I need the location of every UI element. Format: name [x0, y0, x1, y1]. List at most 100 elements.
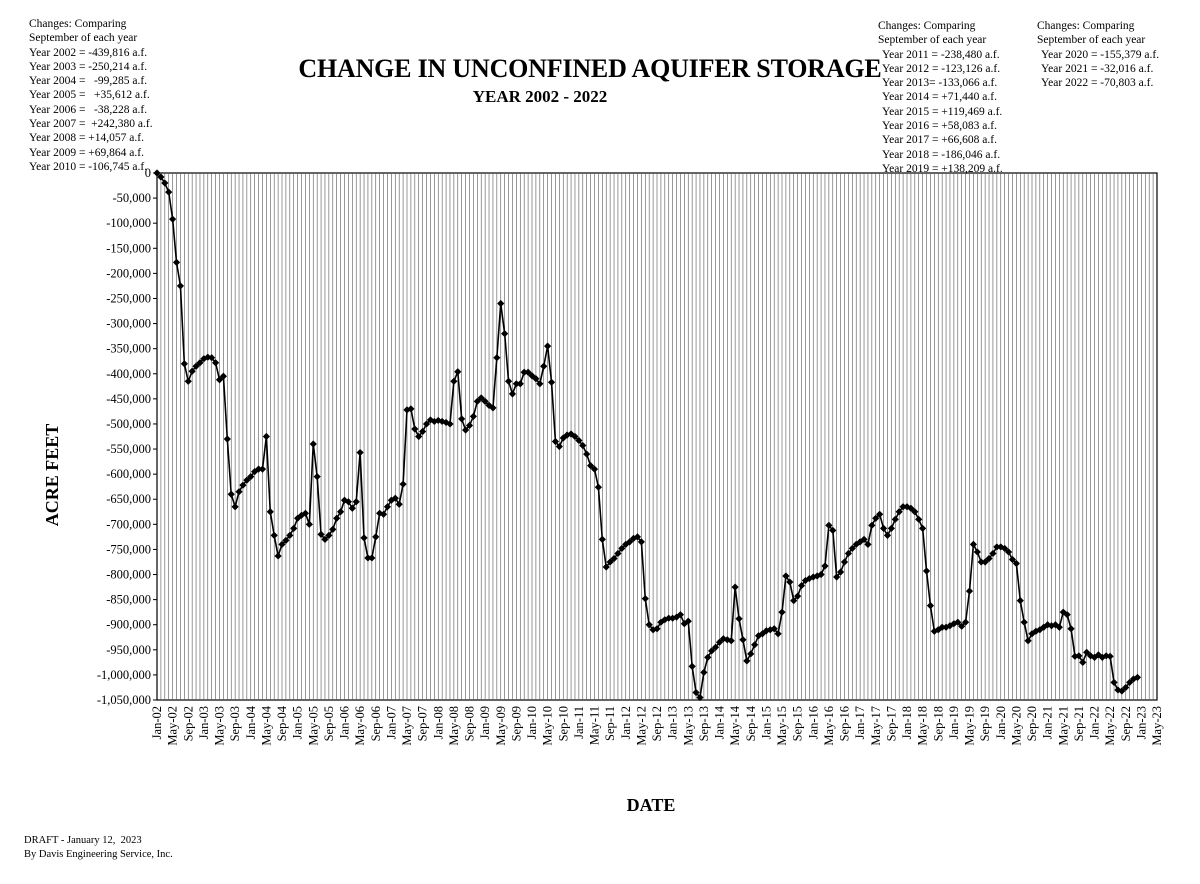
data-point	[1129, 675, 1138, 683]
data-point	[176, 282, 185, 290]
data-point	[1063, 611, 1071, 619]
x-tick-label: Sep-12	[650, 706, 664, 741]
data-point	[637, 538, 645, 546]
x-tick-label: Jan-11	[572, 706, 586, 739]
data-point	[856, 538, 864, 546]
notes-line: Year 2017 = +66,608 a.f.	[882, 134, 997, 147]
y-tick-label: -550,000	[106, 442, 151, 456]
x-tick-label: Sep-06	[369, 706, 383, 741]
chart-subtitle: YEAR 2002 - 2022	[472, 87, 608, 106]
data-point	[305, 520, 313, 528]
data-point	[958, 622, 966, 630]
data-point	[590, 465, 599, 473]
series-layer	[153, 169, 1142, 702]
x-tick-label: May-18	[916, 706, 930, 746]
y-tick-label: -250,000	[106, 291, 151, 305]
data-point	[610, 554, 618, 563]
data-point	[504, 377, 513, 385]
data-point	[1110, 678, 1118, 687]
data-point	[450, 377, 458, 385]
data-point	[1059, 608, 1067, 616]
data-point	[501, 330, 509, 338]
data-point	[1047, 622, 1056, 630]
data-point	[208, 354, 216, 362]
draft-date: DRAFT - January 12, 2023	[24, 835, 142, 846]
data-point	[1114, 686, 1122, 694]
data-point	[887, 524, 895, 532]
data-point	[274, 552, 282, 560]
data-point	[641, 595, 649, 603]
x-tick-label: May-10	[541, 706, 555, 746]
data-point	[415, 432, 423, 441]
x-tick-label: Jan-19	[947, 706, 961, 739]
data-point	[836, 568, 845, 576]
x-tick-label: May-19	[963, 706, 977, 746]
x-tick-label: Jan-21	[1041, 706, 1055, 739]
data-point	[973, 548, 981, 556]
data-point	[731, 583, 739, 591]
data-point	[989, 549, 997, 558]
data-point	[977, 558, 985, 566]
data-point	[391, 494, 399, 502]
x-tick-label: Jan-07	[384, 706, 398, 739]
data-point	[180, 360, 188, 368]
x-tick-label: Sep-10	[556, 706, 570, 741]
data-point	[184, 377, 192, 385]
data-point	[782, 572, 790, 580]
changes-notes-2011-2019: Changes: Comparing September of each yea…	[878, 19, 1003, 176]
data-point	[774, 630, 782, 638]
data-point	[1118, 687, 1126, 695]
data-point	[325, 531, 333, 539]
data-point	[297, 511, 306, 519]
x-tick-label: Sep-19	[978, 706, 992, 741]
data-point	[461, 426, 470, 434]
data-point	[786, 578, 794, 586]
data-point	[446, 420, 454, 428]
data-point	[571, 432, 579, 441]
data-point	[1028, 630, 1036, 638]
data-point	[313, 473, 321, 481]
x-tick-label: Sep-07	[416, 706, 430, 741]
data-point	[270, 531, 278, 539]
x-tick-label: May-21	[1056, 706, 1070, 746]
x-tick-label: Sep-05	[322, 706, 336, 741]
data-point	[1036, 626, 1044, 634]
x-tick-label: Jan-03	[197, 706, 211, 739]
data-point	[606, 558, 614, 566]
x-tick-label: May-05	[306, 706, 320, 746]
data-point	[262, 432, 270, 441]
data-point	[665, 614, 673, 622]
notes-line: Year 2020 = -155,379 a.f.	[1041, 48, 1160, 61]
data-point	[805, 574, 813, 583]
data-point	[458, 415, 466, 423]
y-tick-label: -50,000	[112, 191, 151, 205]
data-point	[872, 514, 880, 522]
series-line	[156, 172, 1138, 699]
data-point	[497, 299, 505, 308]
data-point	[227, 490, 235, 498]
data-point	[317, 530, 325, 538]
x-tick-label: Sep-18	[931, 706, 945, 741]
data-point	[360, 534, 368, 542]
notes-line: Year 2005 = +35,612 a.f.	[29, 89, 150, 102]
data-point	[965, 587, 974, 595]
notes-line: Year 2019 = +138,209 a.f.	[882, 162, 1003, 175]
data-point	[352, 498, 360, 506]
data-point	[223, 435, 231, 443]
data-point	[524, 368, 532, 376]
data-point	[395, 500, 403, 508]
x-tick-label: Jan-02	[150, 706, 164, 739]
data-point	[661, 616, 669, 624]
data-point	[231, 503, 239, 511]
data-point	[852, 540, 860, 549]
data-point	[891, 515, 899, 523]
notes-heading-line: September of each year	[1037, 34, 1146, 47]
x-tick-label: May-11	[588, 706, 602, 745]
notes-line: Year 2002 = -439,816 a.f.	[29, 46, 148, 59]
notes-heading-line: September of each year	[878, 34, 987, 47]
data-point	[825, 521, 833, 529]
data-point	[704, 653, 712, 661]
data-point	[309, 440, 317, 448]
data-point	[219, 372, 228, 380]
y-axis: 0 -50,000 -100,000 -150,000 -200,000 -250,000…	[97, 166, 157, 707]
